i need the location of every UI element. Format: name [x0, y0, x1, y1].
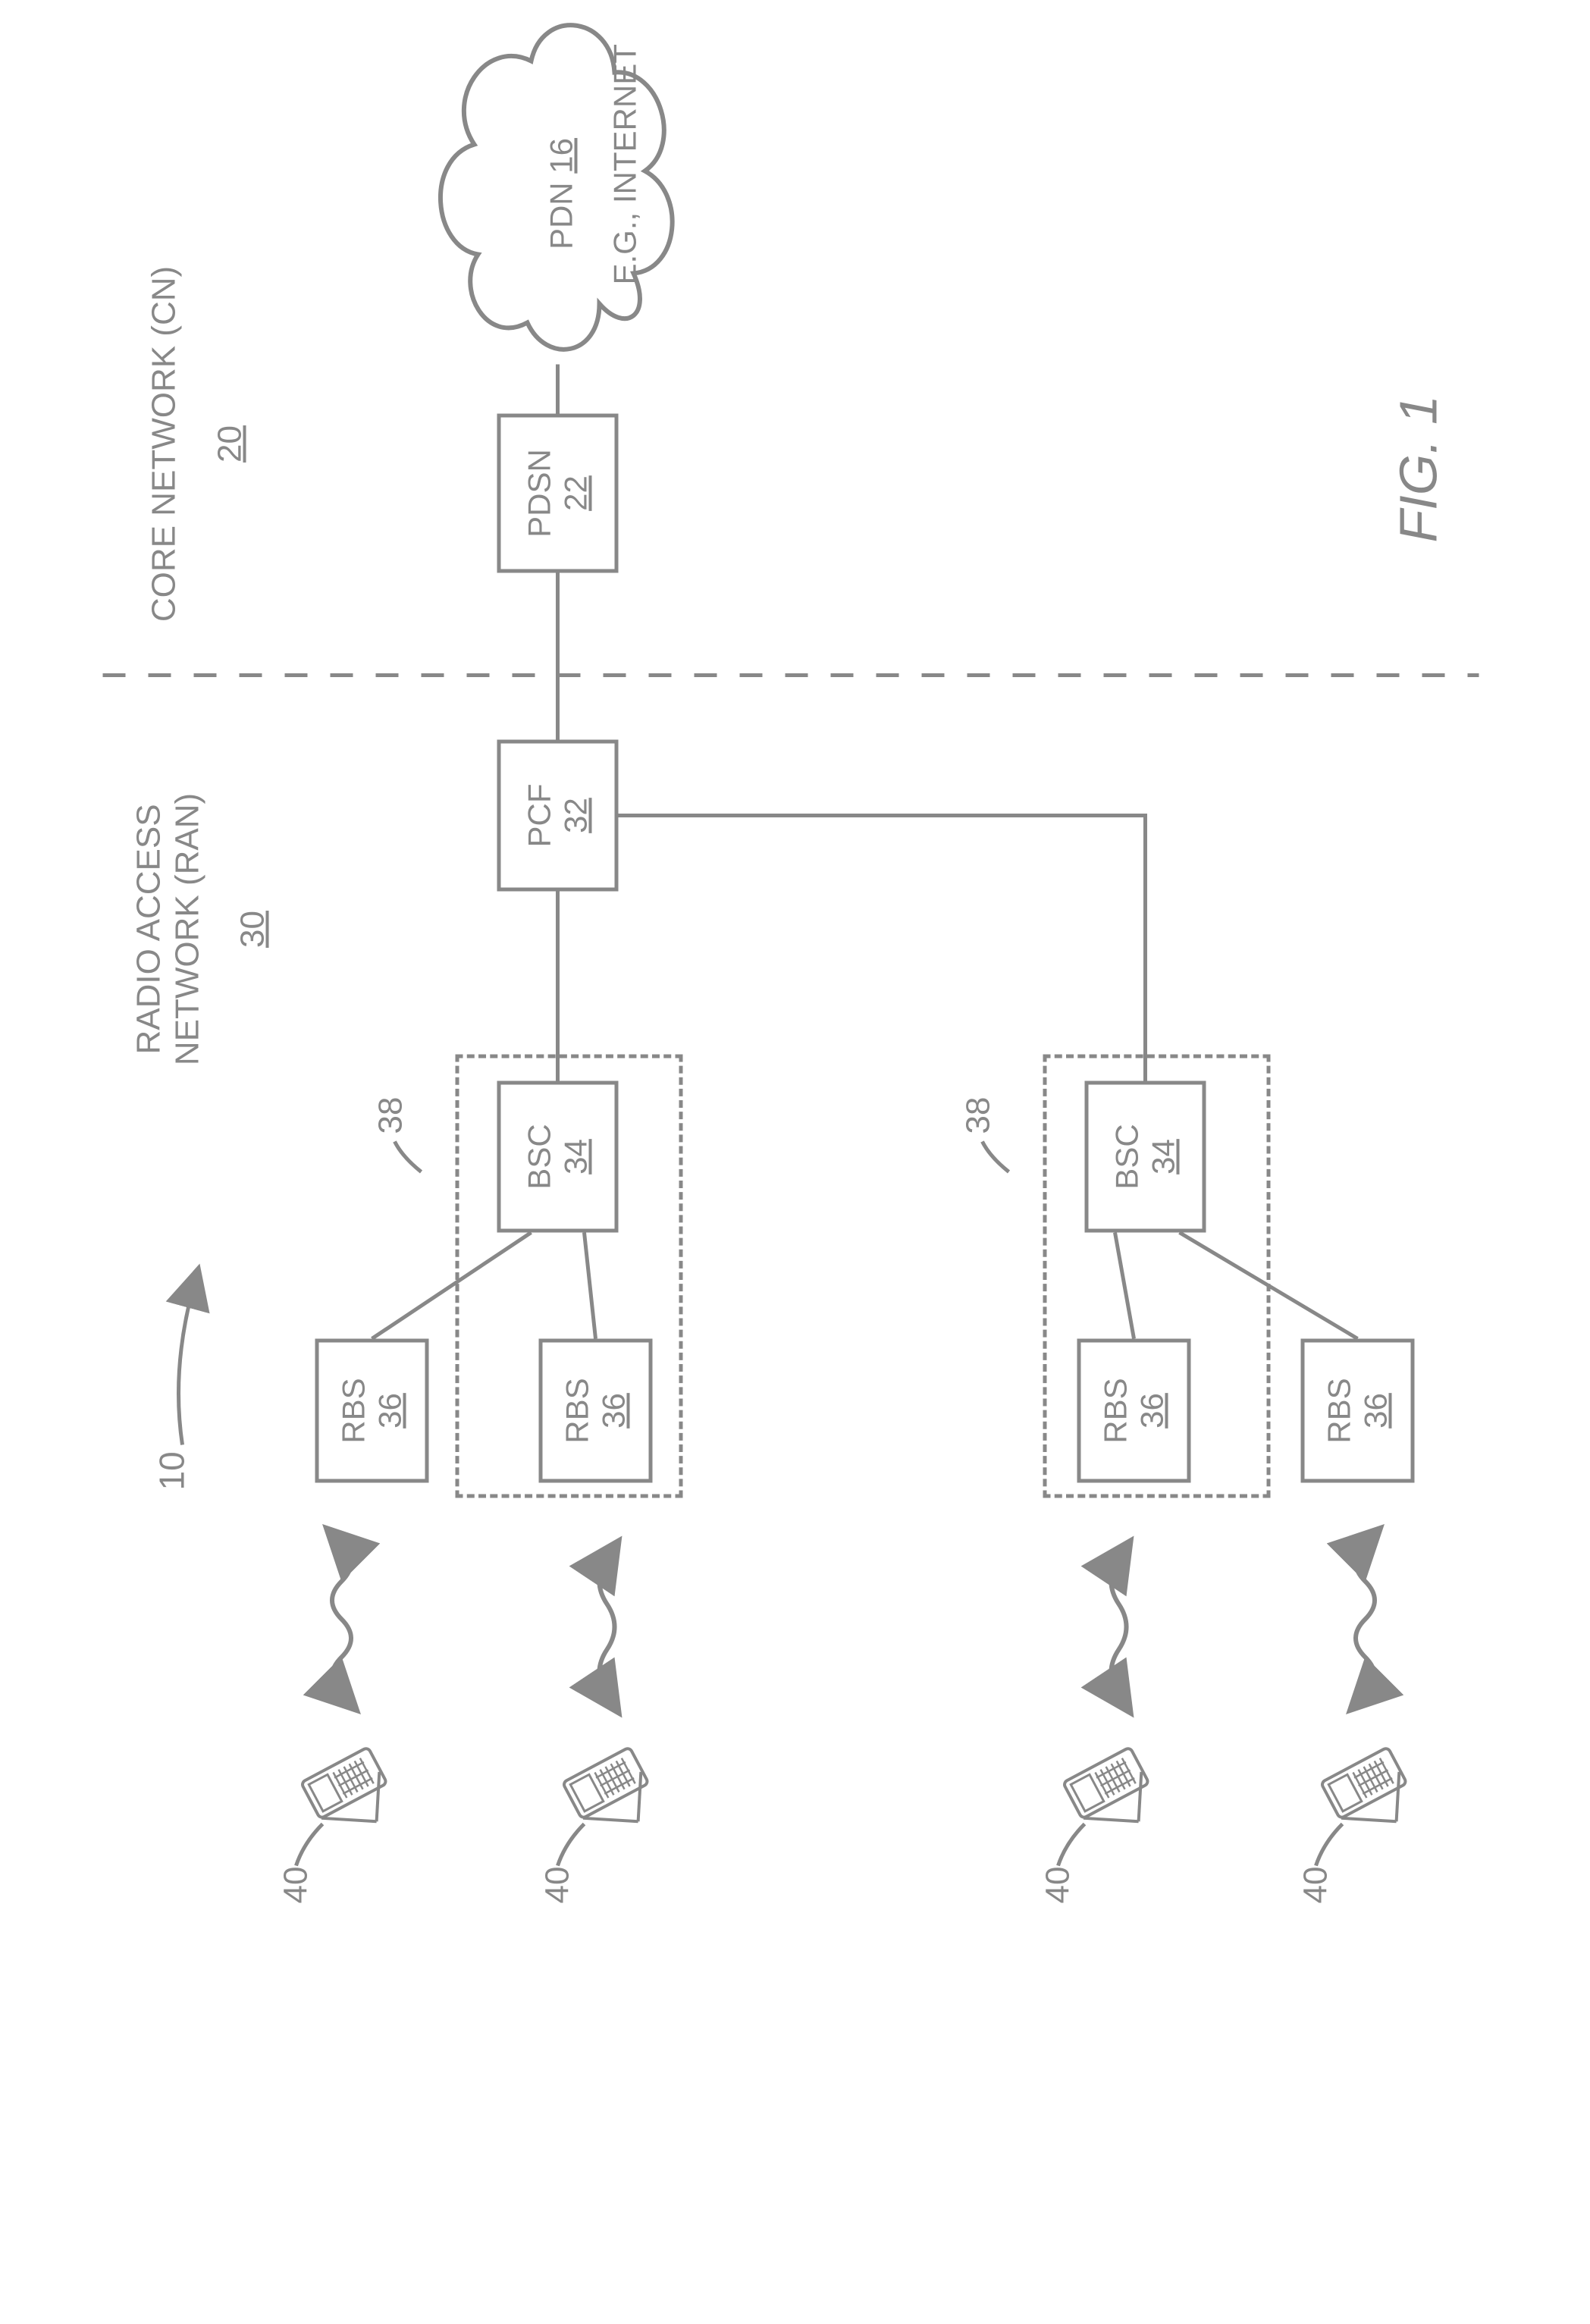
rbs-label: RBS	[1321, 1378, 1357, 1443]
rbs-ref: 36	[595, 1393, 632, 1429]
mobile-ref: 40	[1039, 1866, 1077, 1903]
bs-group-lower-ref: 38	[959, 1096, 998, 1134]
rbs-box: RBS 36	[538, 1338, 652, 1482]
pcf-ref: 32	[557, 798, 594, 833]
cloud-label: PDN 16 E.G., INTERNET	[516, 102, 671, 284]
rbs-box: RBS 36	[315, 1338, 428, 1482]
pdsn-label: PDSN	[521, 449, 557, 538]
pcf-box: PCF 32	[497, 739, 618, 891]
mobile-ref: 40	[538, 1866, 577, 1903]
mobile-icon	[1062, 1725, 1153, 1839]
rbs-ref: 36	[1134, 1393, 1170, 1429]
ran-ref: 30	[234, 770, 272, 1088]
mobile-icon	[299, 1725, 390, 1839]
bsc-lower-box: BSC 34	[1084, 1080, 1206, 1232]
system-ref: 10	[152, 1451, 192, 1490]
rbs-box: RBS 36	[1300, 1338, 1414, 1482]
ran-title: RADIO ACCESS NETWORK (RAN)	[130, 770, 206, 1088]
bsc-label: BSC	[1109, 1124, 1145, 1189]
rbs-ref: 36	[372, 1393, 408, 1429]
pdsn-box: PDSN 22	[497, 413, 618, 572]
cn-title: CORE NETWORK (CN)	[145, 254, 183, 633]
rbs-ref: 36	[1357, 1393, 1394, 1429]
bsc-label: BSC	[521, 1124, 557, 1189]
rbs-label: RBS	[1097, 1378, 1134, 1443]
mobile-icon	[561, 1725, 652, 1839]
ran-heading: RADIO ACCESS NETWORK (RAN) 30	[102, 770, 299, 1088]
cloud-line2: E.G., INTERNET	[607, 102, 643, 284]
rbs-label: RBS	[559, 1378, 595, 1443]
figure-label: FIG. 1	[1388, 395, 1448, 542]
pcf-label: PCF	[521, 783, 557, 847]
rbs-label: RBS	[335, 1378, 372, 1443]
diagram-stage: .ln { stroke:#888; stroke-width:5; fill:…	[0, 0, 1590, 2324]
bsc-ref: 34	[1145, 1139, 1181, 1175]
pdsn-ref: 22	[557, 475, 594, 511]
bs-group-upper-ref: 38	[372, 1096, 410, 1134]
cloud-ref: 16	[543, 137, 579, 173]
mobile-ref: 40	[1297, 1866, 1335, 1903]
rbs-box: RBS 36	[1077, 1338, 1190, 1482]
bsc-upper-box: BSC 34	[497, 1080, 618, 1232]
mobile-icon	[1319, 1725, 1410, 1839]
cn-heading: CORE NETWORK (CN) 20	[118, 254, 276, 633]
mobile-ref: 40	[277, 1866, 315, 1903]
cloud-line1: PDN	[543, 182, 579, 249]
cn-ref: 20	[211, 254, 249, 633]
bsc-ref: 34	[557, 1139, 594, 1175]
